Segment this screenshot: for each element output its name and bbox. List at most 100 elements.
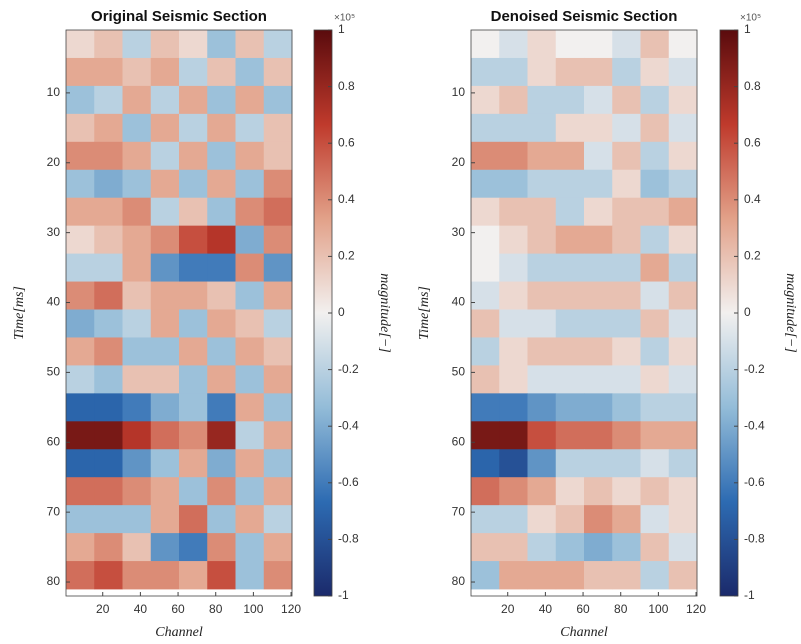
heatmap-cell (668, 57, 698, 87)
heatmap-cell (263, 141, 293, 171)
heatmap-cell (122, 533, 152, 562)
heatmap-cell (94, 225, 123, 255)
heatmap-cell (94, 169, 123, 199)
heatmap-cell (471, 197, 500, 227)
heatmap-cell (94, 365, 123, 394)
heatmap-cell (584, 337, 613, 366)
heatmap-cell (235, 30, 265, 59)
heatmap-cell (150, 57, 180, 87)
heatmap-cell (179, 253, 208, 282)
heatmap-cell (612, 477, 641, 506)
heatmap-cell (179, 449, 208, 478)
heatmap-cell (584, 533, 613, 562)
heatmap-cell (471, 533, 500, 562)
heatmap-cell (179, 225, 208, 255)
heatmap-cell (235, 561, 265, 590)
heatmap-cell (179, 421, 208, 450)
heatmap-cell (207, 225, 236, 255)
heatmap-cell (66, 477, 95, 506)
heatmap-cell (94, 477, 123, 506)
colorbar-tick-label: 0.6 (338, 135, 355, 149)
heatmap-cell (584, 477, 613, 506)
heatmap-cell (584, 365, 613, 394)
heatmap-cell (471, 477, 500, 506)
heatmap-cell (122, 141, 152, 171)
heatmap-cell (555, 365, 585, 394)
heatmap-cell (122, 169, 152, 199)
heatmap-cell (555, 57, 585, 87)
heatmap-cell (471, 505, 500, 534)
x-tick-label: 40 (539, 602, 553, 616)
heatmap-cell (122, 393, 152, 422)
heatmap-cell (499, 561, 528, 590)
heatmap-cell (179, 197, 208, 227)
heatmap-cell (499, 365, 528, 394)
heatmap-cell (668, 113, 698, 143)
heatmap-cell (94, 533, 123, 562)
heatmap-cell (263, 505, 293, 534)
heatmap-cell (235, 533, 265, 562)
heatmap-cell (668, 85, 698, 115)
heatmap-cell (122, 365, 152, 394)
heatmap-cell (584, 30, 613, 59)
colorbar-tick-label: -0.6 (744, 475, 765, 489)
heatmap-cell (235, 113, 265, 143)
heatmap-cell (527, 421, 557, 450)
heatmap-cell (179, 169, 208, 199)
colorbar-tick-label: -0.2 (744, 362, 765, 376)
heatmap-cell (150, 365, 180, 394)
heatmap-cell (555, 533, 585, 562)
heatmap-cell (527, 477, 557, 506)
heatmap-cell (66, 113, 95, 143)
heatmap-cell (668, 197, 698, 227)
heatmap-cell (66, 253, 95, 282)
heatmap-cell (263, 281, 293, 310)
heatmap-cell (150, 85, 180, 115)
heatmap-cell (555, 337, 585, 366)
heatmap-cell (94, 113, 123, 143)
heatmap-cell (122, 253, 152, 282)
heatmap-cell (263, 561, 293, 590)
heatmap-cell (263, 337, 293, 366)
heatmap-cell (584, 113, 613, 143)
heatmap-cell (668, 337, 698, 366)
heatmap-cell (150, 113, 180, 143)
heatmap-cell (612, 533, 641, 562)
chart-title: Original Seismic Section (91, 8, 267, 25)
heatmap-cell (66, 337, 95, 366)
heatmap-cell (499, 393, 528, 422)
heatmap-cell (179, 505, 208, 534)
heatmap-cells (471, 30, 698, 590)
heatmap-cell (207, 253, 236, 282)
colorbar-tick-label: -0.4 (338, 418, 359, 432)
heatmap-cell (94, 449, 123, 478)
heatmap-cell (612, 393, 641, 422)
heatmap-cell (66, 449, 95, 478)
heatmap-cell (640, 393, 670, 422)
heatmap-cell (94, 253, 123, 282)
heatmap-cell (555, 253, 585, 282)
heatmap-cell (94, 505, 123, 534)
heatmap-cell (263, 225, 293, 255)
heatmap-cell (207, 449, 236, 478)
colorbar-exponent: ×10⁵ (334, 13, 355, 24)
heatmap-cell (640, 477, 670, 506)
heatmap-cell (555, 477, 585, 506)
heatmap-cell (527, 281, 557, 310)
chart-title: Denoised Seismic Section (491, 8, 678, 25)
heatmap-cell (527, 337, 557, 366)
heatmap-cells (66, 30, 293, 590)
heatmap-cell (471, 337, 500, 366)
heatmap-cell (640, 281, 670, 310)
heatmap-cell (640, 30, 670, 59)
heatmap-cell (66, 533, 95, 562)
heatmap-cell (179, 393, 208, 422)
heatmap-cell (584, 85, 613, 115)
heatmap-cell (555, 169, 585, 199)
heatmap-cell (471, 309, 500, 338)
heatmap-cell (555, 225, 585, 255)
heatmap-cell (668, 169, 698, 199)
heatmap-cell (668, 253, 698, 282)
y-tick-label: 80 (452, 574, 466, 588)
heatmap-cell (179, 281, 208, 310)
